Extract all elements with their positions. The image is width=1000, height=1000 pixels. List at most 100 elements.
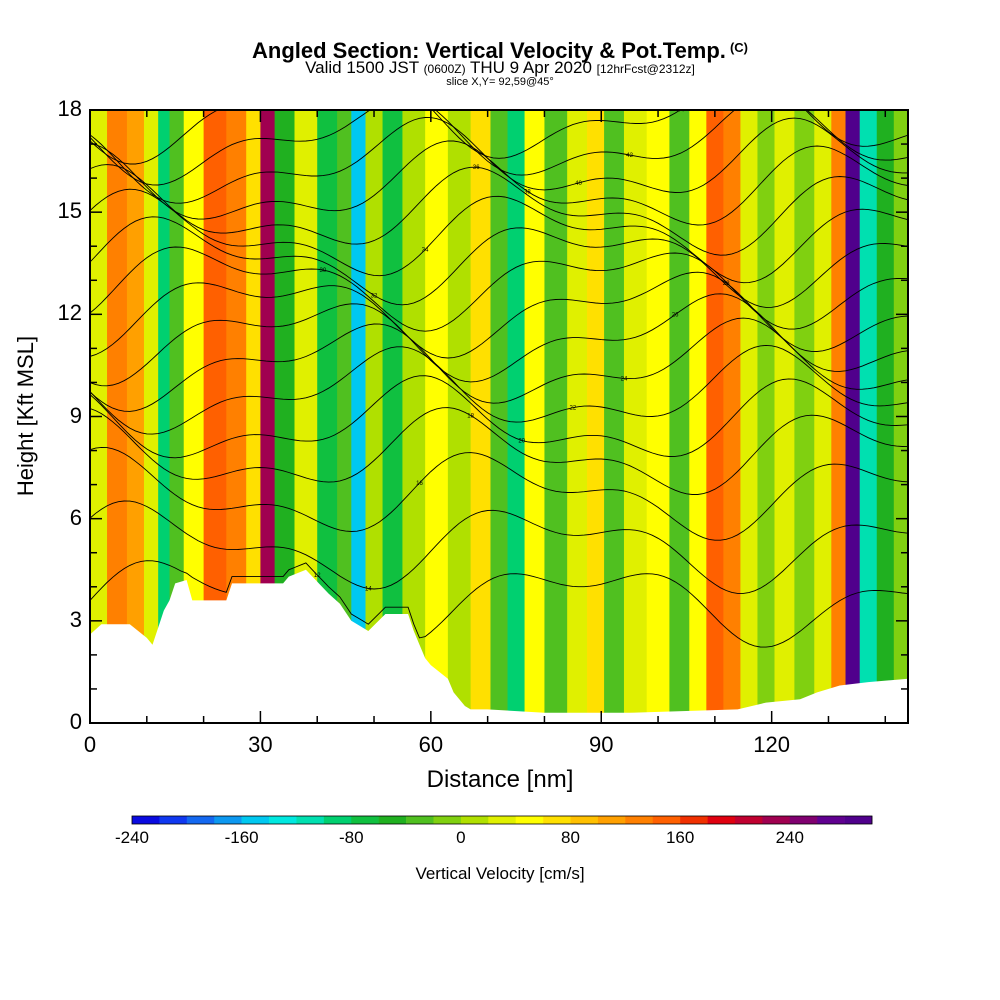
- velocity-band: [169, 110, 185, 723]
- chart-title-units: (C): [729, 40, 748, 55]
- isentrope-line: [90, 317, 908, 412]
- velocity-band: [623, 110, 648, 723]
- chart-title-text: Angled Section: Vertical Velocity & Pot.…: [252, 38, 726, 63]
- colorbar-swatch: [734, 816, 763, 824]
- colorbar-swatch: [433, 816, 462, 824]
- valid-time: Valid 1500 JST: [305, 58, 419, 77]
- velocity-band: [226, 110, 247, 723]
- colorbar-swatch: [707, 816, 736, 824]
- velocity-band: [646, 110, 670, 723]
- x-tick-label: 120: [753, 732, 791, 757]
- y-tick-label: 15: [57, 198, 82, 224]
- isentrope-line: [90, 216, 908, 308]
- y-axis-label: Height [Kft MSL]: [13, 335, 38, 497]
- colorbar-tick-label: -240: [114, 828, 150, 847]
- colorbar-tick-label: 160: [665, 828, 695, 847]
- isentrope-label: 34: [422, 248, 429, 254]
- isentrope-label: 18: [467, 413, 474, 419]
- velocity-band: [587, 110, 605, 723]
- isentrope-line: [90, 375, 908, 459]
- colorbar-swatch: [296, 816, 325, 824]
- colorbar-swatch: [460, 816, 489, 824]
- velocity-band: [604, 110, 625, 723]
- colorbar-swatch: [241, 816, 270, 824]
- colorbar-swatch: [817, 816, 845, 824]
- colorbar-swatch: [680, 816, 708, 824]
- y-tick-label: 3: [69, 606, 82, 632]
- velocity-band: [831, 110, 847, 723]
- colorbar-swatch: [214, 816, 242, 824]
- velocity-band: [402, 110, 426, 723]
- colorbar-label: Vertical Velocity [cm/s]: [415, 864, 585, 883]
- isentrope-label: 14: [365, 586, 372, 592]
- isentrope-line: [90, 500, 908, 594]
- y-tick-label: 0: [69, 709, 82, 734]
- isentrope-label: 28: [723, 281, 730, 287]
- colorbar-swatch: [351, 816, 379, 824]
- velocity-band: [490, 110, 509, 723]
- isentrope-label: 26: [672, 313, 679, 319]
- pot-temp-contours: 12 14 16 18 20 22 24 26 28 30 32 34 36 38 40 42 44: [90, 108, 908, 648]
- colorbar-swatch: [762, 816, 791, 824]
- colorbar-swatch: [625, 816, 654, 824]
- isentrope-line: [90, 110, 908, 165]
- chart-title: Angled Section: Vertical Velocity & Pot.…: [0, 36, 1000, 63]
- slice-info: slice X,Y= 92,59@45°: [446, 76, 554, 88]
- terrain-area: [90, 569, 908, 723]
- x-axis-label: Distance [nm]: [426, 766, 574, 793]
- velocity-band: [382, 110, 403, 723]
- isentrope-line: [90, 188, 908, 284]
- isentrope-label: 32: [371, 293, 378, 299]
- isentrope-label: 22: [570, 406, 577, 412]
- isentrope-label: 24: [621, 376, 628, 382]
- isentrope-label: 36: [473, 165, 480, 171]
- colorbar-swatch: [652, 816, 681, 824]
- colorbar-swatch: [543, 816, 571, 824]
- x-tick-label: 90: [589, 732, 614, 757]
- velocity-band: [246, 110, 261, 723]
- velocity-band: [317, 110, 338, 723]
- isentrope-line: [90, 293, 908, 387]
- colorbar-swatch: [132, 816, 160, 824]
- y-tick-label: 12: [57, 300, 82, 326]
- velocity-band: [794, 110, 815, 723]
- velocity-band: [337, 110, 352, 723]
- isentrope-label: 44: [677, 108, 684, 114]
- colorbar-frame: [131, 815, 873, 825]
- colorbar-swatch: [269, 816, 297, 824]
- velocity-band: [567, 110, 588, 723]
- velocity-band: [706, 110, 724, 723]
- velocity-band: [203, 110, 227, 723]
- velocity-band: [470, 110, 491, 723]
- colorbar-swatch: [323, 816, 352, 824]
- colorbar-tick-label: 0: [456, 828, 466, 847]
- isentrope-label: 12: [314, 573, 321, 579]
- terrain-mask: [90, 569, 908, 723]
- velocity-band: [365, 110, 384, 723]
- velocity-band: [845, 110, 861, 723]
- velocity-band: [524, 110, 545, 723]
- colorbar: [131, 815, 873, 825]
- velocity-band: [740, 110, 758, 723]
- colorbar-swatch: [488, 816, 517, 824]
- colorbar-tick-label: 80: [561, 828, 580, 847]
- isentrope-line: [90, 446, 908, 541]
- velocity-band: [507, 110, 526, 723]
- velocity-band: [351, 110, 367, 723]
- isentrope-label: 40: [575, 181, 582, 187]
- x-tick-label: 0: [83, 732, 97, 757]
- isentrope-line: [90, 140, 908, 226]
- axis-ticks: [89, 109, 908, 724]
- isentrope-label: 30: [320, 268, 327, 274]
- velocity-band: [859, 110, 878, 723]
- velocity-band: [260, 110, 276, 723]
- colorbar-tick-label: -80: [338, 828, 364, 847]
- velocity-band: [689, 110, 707, 723]
- x-tick-label: 30: [248, 732, 273, 757]
- forecast-info: [12hrFcst@2312z]: [596, 62, 695, 76]
- isentrope-line: [90, 271, 908, 359]
- isentrope-label: 38: [524, 189, 531, 195]
- x-tick-label: 60: [418, 732, 444, 757]
- isentrope-line: [90, 407, 908, 495]
